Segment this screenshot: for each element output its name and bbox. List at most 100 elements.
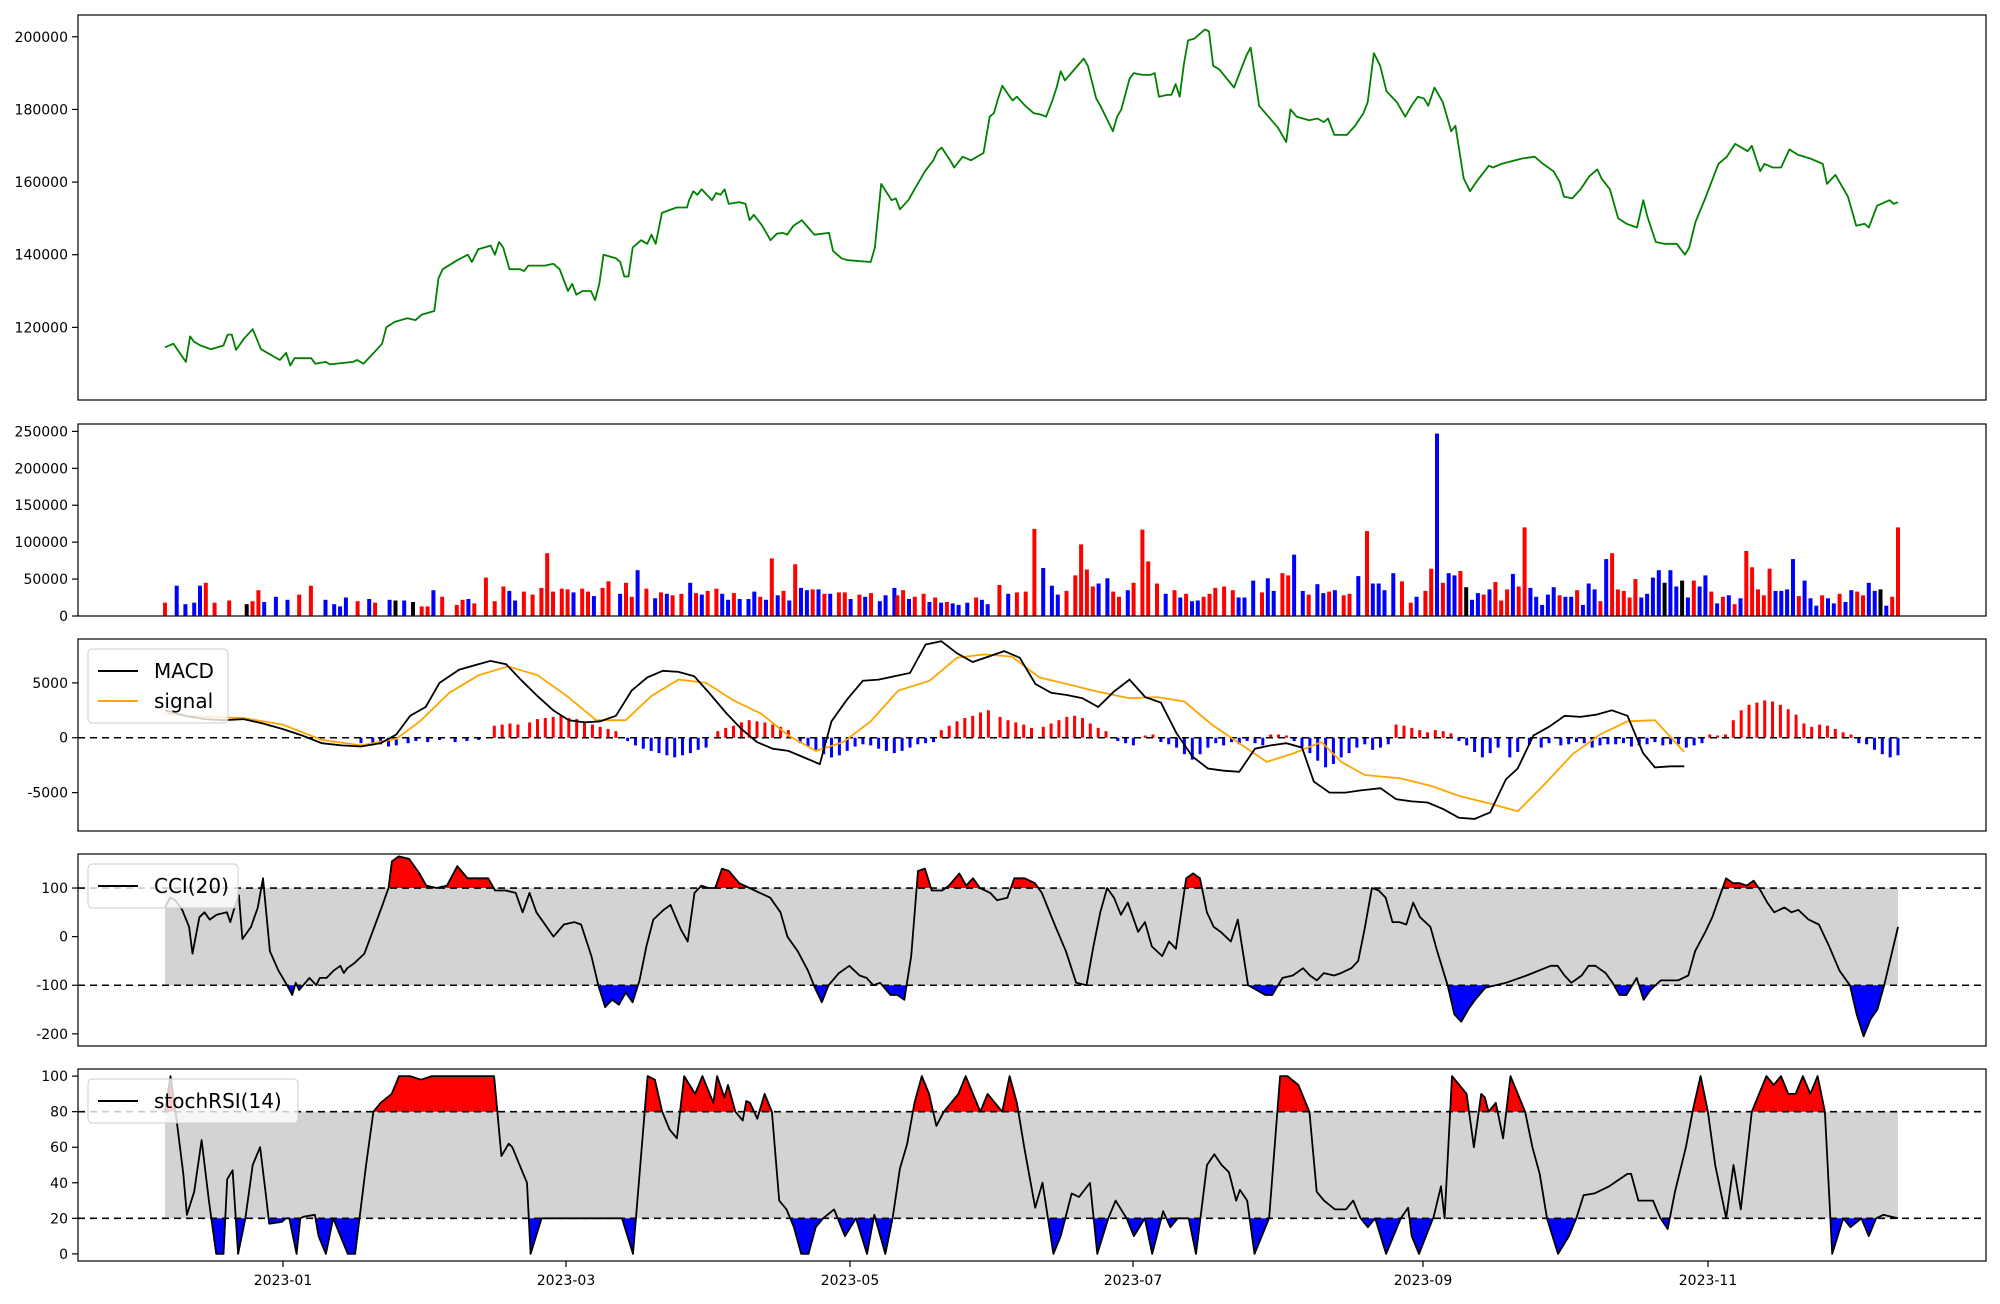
volume-bar (431, 590, 436, 616)
macd-histogram-bar (1547, 737, 1551, 744)
volume-bar (653, 598, 658, 616)
macd-histogram-bar (1441, 731, 1445, 738)
volume-bar (1265, 578, 1270, 616)
volume-bar (521, 591, 526, 616)
macd-histogram-bar (704, 737, 708, 748)
macd-histogram-bar (963, 718, 967, 738)
macd-histogram-bar (1763, 700, 1767, 738)
volume-bar (539, 587, 544, 616)
volume-bar (1356, 576, 1361, 616)
volume-bar (799, 587, 803, 616)
macd-histogram-bar (1151, 734, 1155, 738)
stochrsi-neutral-band (165, 1111, 1898, 1219)
macd-histogram-bar (1222, 737, 1226, 746)
volume-bar (1680, 580, 1685, 616)
volume-bar (338, 606, 343, 616)
price-panel: 120000 140000 160000 180000 200000 (15, 14, 1987, 401)
volume-bar (1207, 593, 1212, 616)
volume-bar (1534, 596, 1539, 616)
macd-histogram-bar (1771, 701, 1774, 738)
volume-bar (1475, 593, 1480, 616)
volume-bar (1391, 573, 1396, 616)
volume-bar (921, 593, 926, 616)
macd-histogram-bar (869, 737, 873, 746)
macd-histogram-bar (394, 737, 398, 746)
volume-bar (1184, 593, 1189, 616)
macd-histogram-bar (681, 737, 684, 756)
macd-histogram-bar (1716, 735, 1720, 738)
volume-bar (907, 599, 911, 616)
macd-histogram-bar (1684, 737, 1688, 748)
macd-histogram-bar (1778, 704, 1782, 738)
macd-histogram-bar (1245, 737, 1249, 741)
volume-bar (1610, 553, 1615, 616)
volume-bar (1117, 596, 1121, 616)
volume-bar (1408, 602, 1413, 616)
y-tick-label: 140000 (15, 248, 68, 264)
y-tick-label: 0 (59, 1247, 68, 1263)
volume-bar (1487, 589, 1492, 616)
volume-bar (1172, 590, 1177, 616)
volume-bar (1321, 593, 1326, 616)
legend-label: MACD (154, 659, 214, 683)
volume-bar (1222, 586, 1227, 616)
volume-bar (1096, 583, 1101, 616)
macd-histogram-bar (1802, 723, 1806, 738)
volume-bar (1032, 528, 1037, 616)
volume-bar (822, 593, 827, 616)
macd-histogram-bar (1692, 737, 1696, 746)
macd-histogram-bar (1833, 729, 1837, 738)
volume-bar (1575, 590, 1580, 616)
macd-histogram-bar (1739, 710, 1743, 738)
y-tick-label: 100000 (15, 535, 68, 551)
macd-histogram-bar (747, 720, 751, 738)
volume-bar (262, 602, 267, 616)
volume-bar (965, 602, 970, 616)
volume-bar (737, 599, 742, 616)
volume-bar (1230, 590, 1235, 616)
volume-bar (1522, 527, 1527, 616)
macd-histogram-bar (414, 737, 418, 741)
macd-histogram-bar (1073, 715, 1077, 738)
cci-panel: -200 -100 0 100 CCI(20) (36, 853, 1987, 1047)
volume-bar (1073, 575, 1078, 616)
volume-bar (507, 590, 512, 616)
macd-histogram-bar (1606, 737, 1610, 745)
macd-histogram-bar (371, 737, 375, 746)
macd-histogram-bar (1857, 737, 1861, 744)
volume-bar (1376, 583, 1381, 616)
volume-bar (483, 577, 488, 616)
volume-axes-frame (77, 423, 1987, 617)
volume-bar (769, 558, 774, 616)
volume-bar (927, 602, 932, 616)
macd-histogram-bar (1614, 737, 1618, 745)
volume-bar (883, 595, 888, 616)
macd-histogram-bar (884, 737, 888, 751)
volume-bar (1242, 597, 1247, 616)
volume-bar (869, 593, 873, 616)
macd-histogram-bar (1190, 737, 1194, 760)
volume-bar (1802, 580, 1807, 616)
volume-bar (600, 587, 605, 616)
volume-bar (1896, 527, 1900, 616)
macd-histogram-bar (500, 724, 504, 738)
volume-bar (492, 601, 497, 616)
y-tick-label: -200 (36, 1027, 68, 1043)
macd-histogram-bar (916, 737, 920, 745)
macd-histogram-bar (971, 715, 975, 738)
volume-bar (440, 596, 445, 616)
macd-histogram-bar (877, 737, 881, 749)
volume-bar (1201, 596, 1206, 616)
volume-bar (1668, 570, 1673, 616)
macd-histogram-bar (606, 729, 610, 738)
macd-histogram-bar (1449, 733, 1453, 738)
volume-bar (285, 599, 290, 616)
macd-histogram-bar (1214, 737, 1218, 744)
volume-bar (985, 604, 990, 616)
volume-bar (1720, 596, 1725, 616)
volume-bar (1791, 559, 1795, 616)
y-tick-label: 50000 (23, 572, 68, 588)
volume-bar (273, 596, 278, 616)
volume-bar (1178, 597, 1183, 616)
